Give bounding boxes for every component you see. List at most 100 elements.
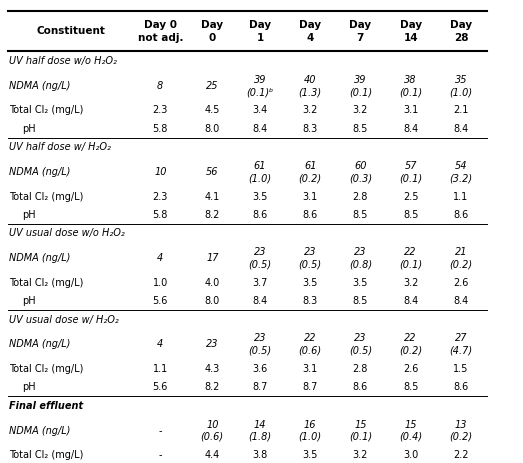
Text: 39: 39: [354, 75, 367, 85]
Text: 8.0: 8.0: [204, 296, 220, 306]
Text: 8.6: 8.6: [453, 382, 469, 392]
Text: 3.7: 3.7: [252, 278, 268, 288]
Text: 23: 23: [254, 333, 266, 343]
Text: UV half dose w/ H₂O₂: UV half dose w/ H₂O₂: [9, 142, 111, 152]
Text: (4.7): (4.7): [449, 346, 472, 356]
Text: 5.6: 5.6: [153, 296, 168, 306]
Text: 8.2: 8.2: [204, 210, 220, 220]
Text: 8.5: 8.5: [353, 124, 368, 133]
Text: 5.8: 5.8: [153, 124, 168, 133]
Text: 23: 23: [254, 247, 266, 257]
Text: NDMA (ng/L): NDMA (ng/L): [9, 253, 70, 263]
Text: 22: 22: [404, 247, 417, 257]
Text: 8.0: 8.0: [204, 124, 220, 133]
Text: UV usual dose w/ H₂O₂: UV usual dose w/ H₂O₂: [9, 314, 119, 325]
Text: Day 0
not adj.: Day 0 not adj.: [138, 20, 183, 43]
Text: Final effluent: Final effluent: [9, 401, 83, 411]
Text: 1.0: 1.0: [153, 278, 168, 288]
Text: 39: 39: [254, 75, 266, 85]
Text: -: -: [158, 425, 162, 436]
Text: 8.3: 8.3: [303, 296, 318, 306]
Text: (0.4): (0.4): [399, 432, 422, 442]
Text: 5.8: 5.8: [153, 210, 168, 220]
Text: (0.3): (0.3): [349, 173, 372, 183]
Text: 3.2: 3.2: [353, 106, 368, 115]
Text: 3.5: 3.5: [252, 192, 268, 201]
Text: 8.7: 8.7: [252, 382, 268, 392]
Text: 56: 56: [206, 167, 219, 177]
Text: 3.1: 3.1: [303, 192, 318, 201]
Text: Day
14: Day 14: [400, 20, 422, 43]
Text: 8.5: 8.5: [353, 296, 368, 306]
Text: pH: pH: [22, 210, 36, 220]
Text: 4: 4: [157, 339, 163, 350]
Text: 3.5: 3.5: [353, 278, 368, 288]
Text: (0.2): (0.2): [399, 346, 422, 356]
Text: (3.2): (3.2): [449, 173, 472, 183]
Text: 2.6: 2.6: [403, 364, 418, 374]
Text: 38: 38: [404, 75, 417, 85]
Text: (0.5): (0.5): [349, 346, 372, 356]
Text: 22: 22: [304, 333, 316, 343]
Text: (1.0): (1.0): [248, 173, 271, 183]
Text: 8.5: 8.5: [403, 210, 418, 220]
Text: Total Cl₂ (mg/L): Total Cl₂ (mg/L): [9, 278, 83, 288]
Text: Constituent: Constituent: [36, 26, 105, 37]
Text: 25: 25: [206, 81, 219, 91]
Text: UV half dose w/o H₂O₂: UV half dose w/o H₂O₂: [9, 56, 117, 66]
Text: 4.0: 4.0: [204, 278, 220, 288]
Text: 3.5: 3.5: [302, 278, 318, 288]
Text: 23: 23: [354, 333, 367, 343]
Text: 4.5: 4.5: [204, 106, 220, 115]
Text: 10: 10: [206, 419, 219, 430]
Text: 23: 23: [206, 339, 219, 350]
Text: NDMA (ng/L): NDMA (ng/L): [9, 81, 70, 91]
Text: Day
7: Day 7: [349, 20, 371, 43]
Text: 2.6: 2.6: [453, 278, 469, 288]
Text: 8.4: 8.4: [252, 296, 268, 306]
Text: 54: 54: [454, 161, 467, 171]
Text: 3.0: 3.0: [403, 450, 418, 460]
Text: 2.3: 2.3: [153, 106, 168, 115]
Text: 8.3: 8.3: [303, 124, 318, 133]
Text: (0.8): (0.8): [349, 259, 372, 269]
Text: (0.6): (0.6): [299, 346, 322, 356]
Text: 8.4: 8.4: [453, 296, 469, 306]
Text: Total Cl₂ (mg/L): Total Cl₂ (mg/L): [9, 106, 83, 115]
Text: 10: 10: [154, 167, 166, 177]
Text: NDMA (ng/L): NDMA (ng/L): [9, 167, 70, 177]
Text: 8.4: 8.4: [403, 124, 418, 133]
Text: 2.2: 2.2: [453, 450, 469, 460]
Text: 23: 23: [354, 247, 367, 257]
Text: 3.1: 3.1: [403, 106, 418, 115]
Text: 5.6: 5.6: [153, 382, 168, 392]
Text: 8.6: 8.6: [252, 210, 268, 220]
Text: 8.2: 8.2: [204, 382, 220, 392]
Text: 8.4: 8.4: [403, 296, 418, 306]
Text: (0.2): (0.2): [449, 432, 472, 442]
Text: 40: 40: [304, 75, 316, 85]
Text: UV usual dose w/o H₂O₂: UV usual dose w/o H₂O₂: [9, 228, 124, 238]
Text: (0.1): (0.1): [399, 259, 422, 269]
Text: 14: 14: [254, 419, 266, 430]
Text: (0.5): (0.5): [299, 259, 322, 269]
Text: 60: 60: [354, 161, 367, 171]
Text: 3.6: 3.6: [252, 364, 268, 374]
Text: 8.4: 8.4: [453, 124, 469, 133]
Text: 4.1: 4.1: [204, 192, 220, 201]
Text: 13: 13: [454, 419, 467, 430]
Text: 15: 15: [404, 419, 417, 430]
Text: 2.3: 2.3: [153, 192, 168, 201]
Text: Day
4: Day 4: [299, 20, 321, 43]
Text: NDMA (ng/L): NDMA (ng/L): [9, 339, 70, 350]
Text: Day
28: Day 28: [450, 20, 472, 43]
Text: (1.0): (1.0): [449, 87, 472, 97]
Text: (1.8): (1.8): [248, 432, 271, 442]
Text: Total Cl₂ (mg/L): Total Cl₂ (mg/L): [9, 364, 83, 374]
Text: 8.6: 8.6: [303, 210, 318, 220]
Text: (0.1): (0.1): [349, 87, 372, 97]
Text: (1.0): (1.0): [299, 432, 322, 442]
Text: (0.2): (0.2): [449, 259, 472, 269]
Text: 3.8: 3.8: [252, 450, 268, 460]
Text: 8: 8: [157, 81, 163, 91]
